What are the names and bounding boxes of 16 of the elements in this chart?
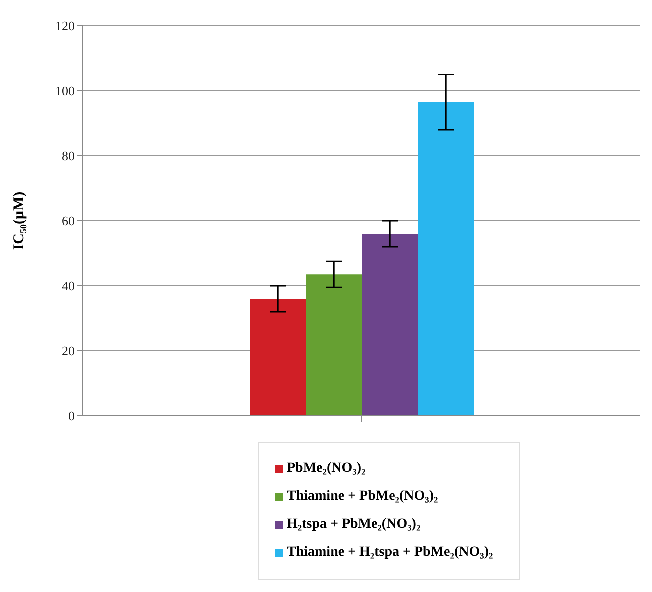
bar — [362, 234, 418, 416]
bar — [250, 299, 306, 416]
y-tick-label: 100 — [56, 84, 75, 99]
legend-label: Thiamine + PbMe₂(NO₃)₂ — [287, 489, 438, 504]
y-axis-title: IC₅₀(μM) — [11, 192, 28, 250]
legend-label: Thiamine + H₂tspa + PbMe₂(NO₃)₂ — [287, 545, 494, 560]
legend-label: PbMe₂(NO₃)₂ — [287, 461, 366, 476]
bar — [418, 102, 474, 416]
legend-label: H₂tspa + PbMe₂(NO₃)₂ — [287, 517, 421, 532]
y-tick-label: 40 — [62, 278, 75, 294]
y-tick-label: 80 — [62, 148, 75, 164]
y-tick-label: 60 — [62, 214, 75, 229]
y-tick-label: 20 — [62, 344, 75, 359]
y-tick-label: 120 — [56, 18, 75, 34]
bar — [306, 274, 362, 416]
y-tick-label: 0 — [68, 408, 75, 424]
